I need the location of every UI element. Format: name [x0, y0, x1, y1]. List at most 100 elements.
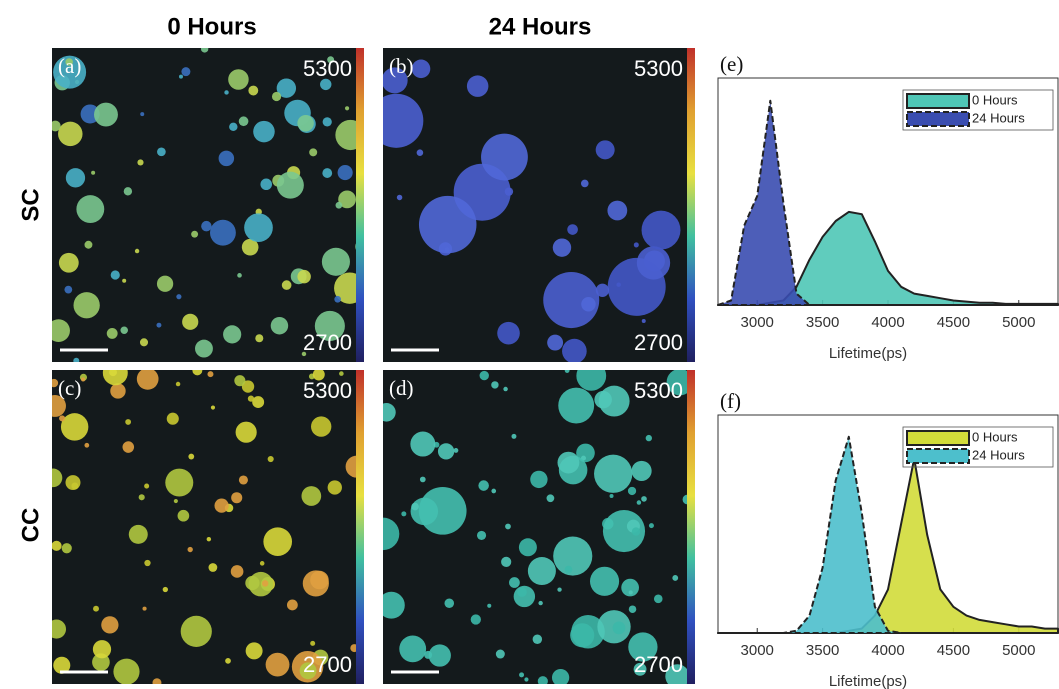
droplet [297, 115, 313, 131]
droplet [420, 477, 426, 483]
droplet [509, 577, 520, 588]
droplet [471, 614, 481, 624]
droplet [642, 319, 646, 323]
droplet [419, 487, 467, 535]
droplet [101, 616, 118, 633]
droplet [297, 270, 310, 283]
droplet [641, 496, 647, 502]
droplet [207, 371, 213, 377]
droplet [191, 231, 198, 238]
droplet [140, 112, 144, 116]
droplet [93, 640, 111, 658]
row-label: SC [17, 188, 44, 221]
droplet [524, 677, 528, 681]
droplet [610, 494, 614, 498]
panel-label: (a) [58, 54, 81, 78]
droplet [642, 211, 681, 250]
droplet [632, 527, 640, 535]
droplet [503, 387, 508, 392]
droplet [271, 317, 288, 334]
droplet [558, 452, 580, 474]
droplet [528, 557, 556, 585]
droplet [311, 416, 331, 436]
droplet [209, 563, 218, 572]
x-tick-label: 5000 [1002, 642, 1035, 659]
row-label: CC [17, 508, 44, 543]
x-axis-label: Lifetime(ps) [829, 673, 907, 689]
droplet [634, 242, 639, 247]
droplet [345, 106, 349, 110]
colorbar [687, 48, 695, 362]
droplet [533, 635, 542, 644]
droplet [338, 165, 353, 180]
figure: 0 Hours 24 Hours SC CC (a)53002700(b)530… [0, 0, 1059, 689]
droplet [646, 435, 652, 441]
droplet [228, 69, 248, 89]
droplet [129, 525, 148, 544]
droplet [596, 284, 609, 297]
droplet [66, 168, 85, 187]
droplet [176, 294, 181, 299]
droplet [125, 419, 131, 425]
column-header: 24 Hours [489, 13, 592, 40]
droplet [246, 642, 263, 659]
droplet [628, 487, 636, 495]
scale-min: 2700 [634, 652, 683, 677]
droplet [165, 469, 193, 497]
droplet [594, 455, 632, 493]
droplet [157, 276, 173, 292]
droplet [438, 443, 454, 459]
droplet [187, 547, 192, 552]
droplet [144, 484, 149, 489]
droplet [397, 195, 402, 200]
droplet [411, 503, 419, 511]
droplet [152, 678, 161, 687]
droplet [81, 377, 85, 381]
droplet [94, 103, 118, 127]
droplet [497, 322, 520, 345]
droplet [262, 580, 269, 587]
droplet [557, 587, 561, 591]
droplet [538, 601, 542, 605]
panel-label: (b) [389, 54, 414, 78]
droplet [201, 221, 211, 231]
scale-min: 2700 [303, 330, 352, 355]
droplet [253, 121, 275, 143]
droplet [111, 270, 120, 279]
droplet [334, 296, 341, 303]
droplet [272, 92, 281, 101]
droplet [124, 187, 132, 195]
droplet [570, 623, 594, 647]
scale-min: 2700 [303, 652, 352, 677]
droplet [236, 422, 257, 443]
droplet [266, 653, 290, 677]
droplet [429, 644, 451, 666]
legend-swatch [907, 449, 969, 463]
droplet [377, 403, 396, 422]
droplet [328, 480, 342, 494]
droplet [137, 159, 143, 165]
droplet [505, 524, 511, 530]
droplet [156, 323, 161, 328]
scale-min: 2700 [634, 330, 683, 355]
droplet [467, 75, 489, 97]
droplet [61, 413, 88, 440]
droplet [637, 500, 641, 504]
droplet [51, 541, 61, 551]
droplet [176, 382, 181, 387]
droplet [629, 590, 633, 594]
droplet [576, 361, 606, 391]
droplet [410, 432, 435, 457]
droplet [553, 536, 592, 575]
droplet [181, 67, 190, 76]
x-tick-label: 4500 [937, 314, 970, 331]
droplet [412, 60, 431, 79]
colorbar [356, 370, 364, 684]
droplet [565, 566, 573, 574]
droplet [505, 187, 513, 195]
droplet [260, 178, 272, 190]
x-axis-label: Lifetime(ps) [829, 345, 907, 362]
droplet [163, 587, 168, 592]
legend-label: 0 Hours [972, 92, 1018, 107]
panel-label: (e) [720, 52, 743, 76]
